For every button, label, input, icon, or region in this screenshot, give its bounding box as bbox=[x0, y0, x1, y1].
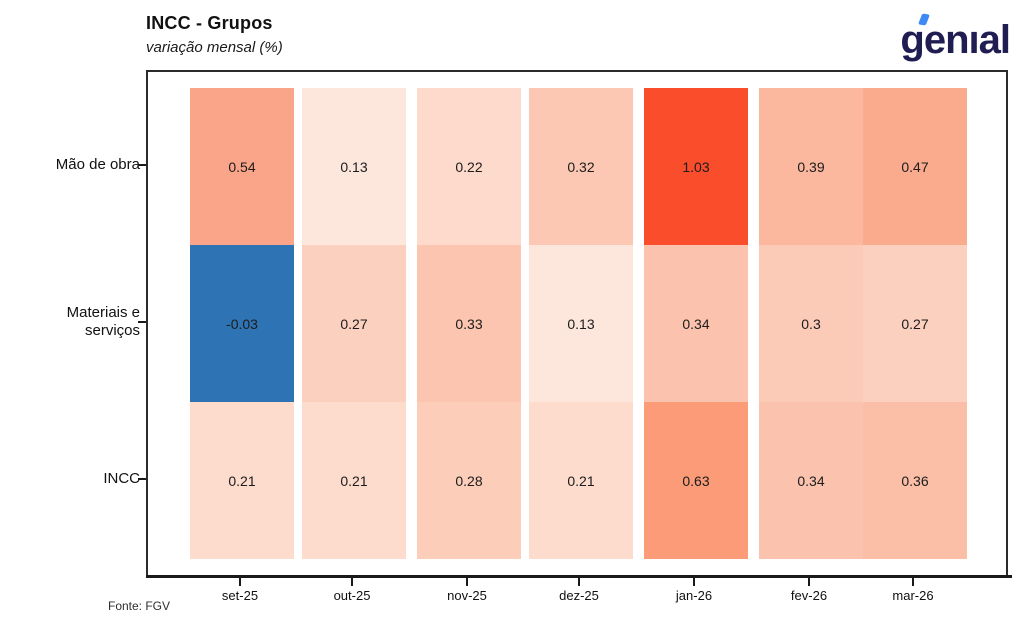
heatmap-cell: 0.33 bbox=[417, 245, 521, 402]
cell-value: 0.27 bbox=[340, 315, 368, 332]
cell-value: 0.34 bbox=[797, 472, 825, 489]
heatmap-cell: 0.54 bbox=[190, 88, 294, 245]
genial-logo: genıal bbox=[890, 12, 1011, 68]
cell-value: 0.28 bbox=[455, 472, 483, 489]
heatmap-cell: 0.21 bbox=[190, 402, 294, 559]
x-tick-label: fev-26 bbox=[790, 588, 828, 603]
heatmap-cell: 0.21 bbox=[529, 402, 633, 559]
x-tick-label: jan-26 bbox=[675, 588, 713, 603]
chart-title: INCC - Grupos bbox=[146, 13, 273, 33]
x-tick-label: nov-25 bbox=[447, 588, 487, 603]
source-note: Fonte: FGV bbox=[108, 599, 171, 613]
heatmap-cell: 0.47 bbox=[863, 88, 967, 245]
heatmap-cell: 0.34 bbox=[644, 245, 748, 402]
x-tick-mark bbox=[808, 578, 810, 586]
heatmap-cell: 0.28 bbox=[417, 402, 521, 559]
cell-value: -0.03 bbox=[226, 315, 258, 332]
x-tick-label: dez-25 bbox=[559, 588, 599, 603]
y-tick-label: Materiais e serviços bbox=[66, 303, 140, 339]
heatmap-cell: 0.21 bbox=[302, 402, 406, 559]
heatmap-panel: 0.54 0.13 0.22 0.32 1.03 0.39 0.47 -0.03 0.27 0.3… bbox=[146, 70, 1012, 578]
x-tick-label: out-25 bbox=[333, 588, 371, 603]
x-tick-mark bbox=[912, 578, 914, 586]
x-tick-mark bbox=[351, 578, 353, 586]
cell-value: 0.32 bbox=[567, 158, 595, 175]
cell-value: 0.21 bbox=[567, 472, 595, 489]
cell-value: 0.47 bbox=[901, 158, 929, 175]
cell-value: 0.63 bbox=[682, 472, 710, 489]
cell-value: 0.33 bbox=[455, 315, 483, 332]
x-axis-line bbox=[146, 575, 1012, 578]
x-tick-mark bbox=[466, 578, 468, 586]
cell-value: 0.36 bbox=[901, 472, 929, 489]
genial-logo-text: genıal bbox=[900, 18, 1011, 62]
heatmap-cell: 0.13 bbox=[302, 88, 406, 245]
cell-value: 0.21 bbox=[340, 472, 368, 489]
cell-value: 0.22 bbox=[455, 158, 483, 175]
cell-value: 0.54 bbox=[228, 158, 256, 175]
heatmap-cell: 0.27 bbox=[863, 245, 967, 402]
cell-value: 0.39 bbox=[797, 158, 825, 175]
heatmap-cell: 0.63 bbox=[644, 402, 748, 559]
cell-value: 0.3 bbox=[801, 315, 821, 332]
x-tick-mark bbox=[239, 578, 241, 586]
heatmap-cell: 1.03 bbox=[644, 88, 748, 245]
heatmap-cell: 0.13 bbox=[529, 245, 633, 402]
x-tick-mark bbox=[578, 578, 580, 586]
y-tick-label: Mão de obra bbox=[55, 155, 140, 173]
heatmap-cell: -0.03 bbox=[190, 245, 294, 402]
cell-value: 0.13 bbox=[340, 158, 368, 175]
heatmap-cell: 0.36 bbox=[863, 402, 967, 559]
x-tick-mark bbox=[693, 578, 695, 586]
heatmap-cell: 0.39 bbox=[759, 88, 863, 245]
heatmap-cell: 0.22 bbox=[417, 88, 521, 245]
y-tick-mark bbox=[138, 163, 146, 166]
x-tick-label: set-25 bbox=[221, 588, 259, 603]
heatmap-cell: 0.3 bbox=[759, 245, 863, 402]
heatmap-cell: 0.34 bbox=[759, 402, 863, 559]
heatmap-cell: 0.32 bbox=[529, 88, 633, 245]
cell-value: 0.27 bbox=[901, 315, 929, 332]
y-tick-mark bbox=[138, 320, 146, 323]
cell-value: 0.21 bbox=[228, 472, 256, 489]
y-tick-label: INCC bbox=[103, 469, 140, 487]
cell-value: 0.13 bbox=[567, 315, 595, 332]
chart-subtitle: variação mensal (%) bbox=[146, 39, 283, 56]
cell-value: 0.34 bbox=[682, 315, 710, 332]
y-tick-mark bbox=[138, 477, 146, 480]
cell-value: 1.03 bbox=[682, 158, 710, 175]
x-tick-label: mar-26 bbox=[892, 588, 934, 603]
heatmap-cell: 0.27 bbox=[302, 245, 406, 402]
